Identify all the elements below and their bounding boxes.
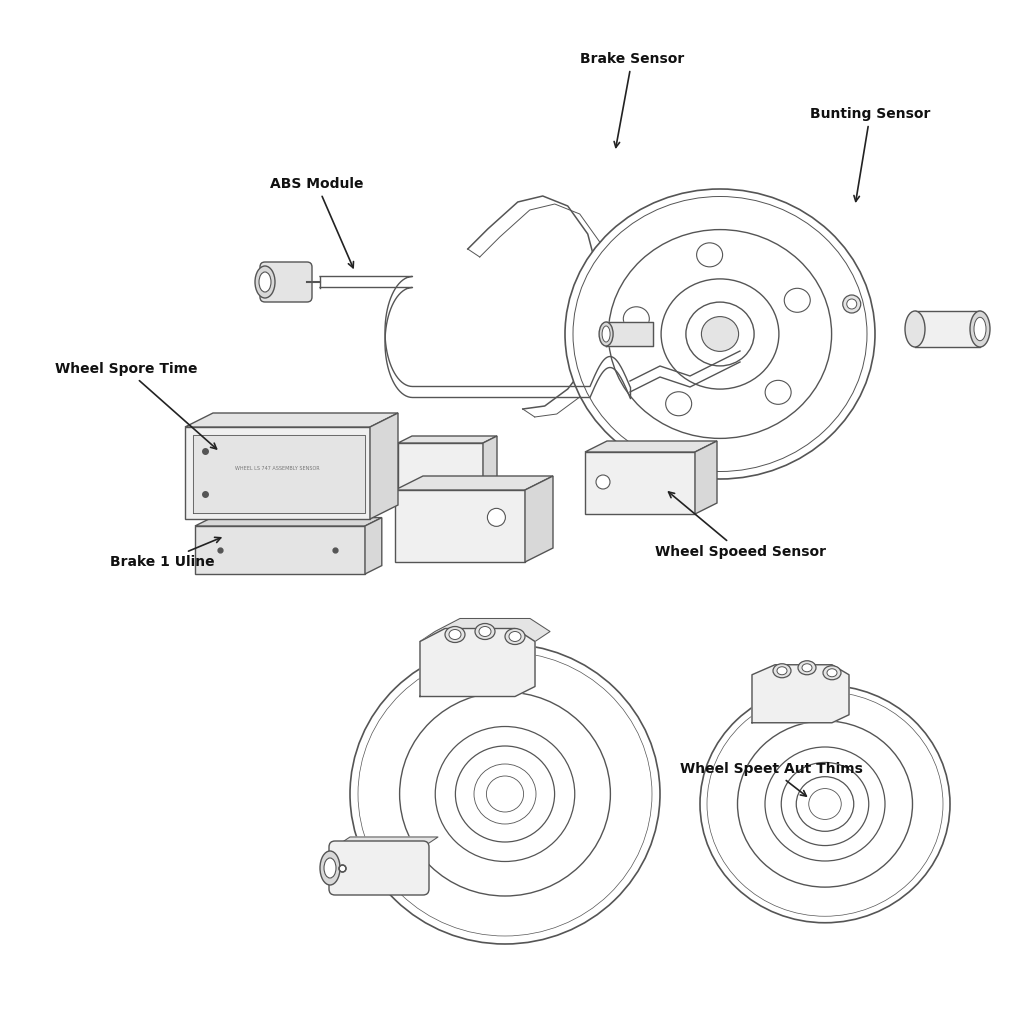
Ellipse shape xyxy=(479,627,490,637)
Text: ABS Module: ABS Module xyxy=(270,177,364,267)
Text: Bunting Sensor: Bunting Sensor xyxy=(810,106,931,202)
Ellipse shape xyxy=(449,630,461,640)
Ellipse shape xyxy=(905,311,925,347)
Ellipse shape xyxy=(974,317,986,341)
Ellipse shape xyxy=(827,669,837,677)
FancyBboxPatch shape xyxy=(329,841,429,895)
Ellipse shape xyxy=(686,302,754,366)
Polygon shape xyxy=(395,490,525,562)
Ellipse shape xyxy=(509,632,521,641)
Polygon shape xyxy=(185,427,370,519)
Ellipse shape xyxy=(319,851,340,885)
Ellipse shape xyxy=(602,326,610,342)
Ellipse shape xyxy=(843,295,861,313)
Polygon shape xyxy=(915,311,980,347)
Ellipse shape xyxy=(802,664,812,672)
Polygon shape xyxy=(420,629,535,696)
Ellipse shape xyxy=(765,380,792,404)
Ellipse shape xyxy=(784,289,810,312)
Text: Wheel Spore Time: Wheel Spore Time xyxy=(55,362,216,449)
Ellipse shape xyxy=(773,664,791,678)
Ellipse shape xyxy=(624,307,649,331)
Polygon shape xyxy=(585,441,717,452)
Ellipse shape xyxy=(737,721,912,887)
Text: WHEEL LS 747 ASSEMBLY SENSOR: WHEEL LS 747 ASSEMBLY SENSOR xyxy=(234,466,319,471)
Ellipse shape xyxy=(847,299,857,309)
Ellipse shape xyxy=(259,272,271,292)
Ellipse shape xyxy=(399,692,610,896)
Polygon shape xyxy=(365,517,382,574)
Polygon shape xyxy=(185,413,398,427)
Text: Wheel Spoeed Sensor: Wheel Spoeed Sensor xyxy=(655,492,826,559)
Polygon shape xyxy=(525,476,553,562)
FancyBboxPatch shape xyxy=(260,262,312,302)
Polygon shape xyxy=(370,413,398,519)
Ellipse shape xyxy=(798,660,816,675)
Ellipse shape xyxy=(662,279,779,389)
Text: Brake 1 Uline: Brake 1 Uline xyxy=(110,538,221,569)
Ellipse shape xyxy=(350,644,660,944)
Ellipse shape xyxy=(666,392,691,416)
Polygon shape xyxy=(585,452,695,514)
Polygon shape xyxy=(193,435,365,513)
Polygon shape xyxy=(195,526,365,574)
Ellipse shape xyxy=(777,667,787,675)
Polygon shape xyxy=(335,837,438,847)
Ellipse shape xyxy=(324,858,336,878)
Ellipse shape xyxy=(696,243,723,267)
Ellipse shape xyxy=(255,266,275,298)
Ellipse shape xyxy=(487,508,506,526)
Polygon shape xyxy=(195,517,382,526)
Ellipse shape xyxy=(700,685,950,923)
Text: Brake Sensor: Brake Sensor xyxy=(580,52,684,147)
Ellipse shape xyxy=(823,666,841,680)
Ellipse shape xyxy=(565,189,874,479)
Ellipse shape xyxy=(505,629,525,644)
Ellipse shape xyxy=(596,475,610,489)
Polygon shape xyxy=(752,665,849,723)
Ellipse shape xyxy=(599,322,613,346)
Ellipse shape xyxy=(608,229,831,438)
Ellipse shape xyxy=(701,316,738,351)
Text: Wheel Speet Aut Thims: Wheel Speet Aut Thims xyxy=(680,762,863,796)
Ellipse shape xyxy=(970,311,990,347)
Polygon shape xyxy=(606,322,653,346)
Polygon shape xyxy=(483,436,497,505)
Polygon shape xyxy=(695,441,717,514)
Polygon shape xyxy=(398,436,497,443)
Polygon shape xyxy=(420,618,550,641)
Ellipse shape xyxy=(445,627,465,642)
Ellipse shape xyxy=(475,624,495,640)
Polygon shape xyxy=(395,476,553,490)
Polygon shape xyxy=(398,443,483,505)
